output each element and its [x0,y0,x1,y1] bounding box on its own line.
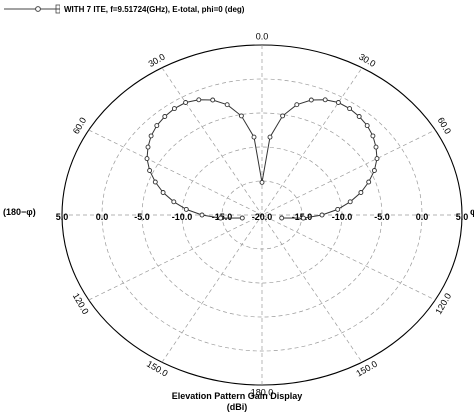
data-point [308,97,314,103]
data-point [210,97,216,103]
radial-tick-label: 5.0 [456,212,469,222]
data-point [335,206,341,212]
radial-tick-label: -10.0 [332,212,353,222]
data-point [279,215,285,221]
data-point [366,179,372,185]
chart-title: Elevation Pattern Gain Display (dBi) [0,391,474,413]
left-side-label: (180−φ) [3,207,36,217]
legend-line-marker-icon [4,4,60,14]
data-point [239,215,245,221]
radial-tick-label: -5.0 [374,212,390,222]
data-point [356,114,362,119]
data-point [347,199,353,205]
radial-tick-label: 0.0 [416,212,429,222]
angle-label: 150.0 [354,359,379,379]
data-point [267,134,273,140]
data-point [162,114,168,119]
data-point [199,212,205,218]
data-point [358,190,364,195]
legend: WITH 7 ITE, f=9.51724(GHz), E-total, phi… [4,2,244,16]
angle-label: 150.0 [145,359,170,379]
data-point [218,215,224,221]
radial-tick-label: 0.0 [96,212,109,222]
data-point [196,97,202,103]
chart-title-line2: (dBi) [226,402,248,412]
angle-label: 60.0 [436,116,453,136]
grid-spoke-150 [161,67,363,363]
angle-label: 180.0 [251,387,274,397]
data-point [370,133,376,139]
series-group [144,97,380,221]
data-point [183,206,189,212]
data-point [224,102,230,108]
data-point [371,168,377,173]
data-point [319,212,325,218]
grid-ring-3 [141,112,383,318]
data-point [373,144,379,150]
data-point [322,97,328,103]
angle-label: 120.0 [433,291,453,316]
data-point [259,179,265,185]
data-point [152,179,158,185]
radial-tick-label: -20.0 [252,212,273,222]
data-point [251,134,257,140]
legend-label: WITH 7 ITE, f=9.51724(GHz), E-total, phi… [64,4,245,14]
angle-label: 0.0 [256,31,269,41]
data-point [145,144,151,150]
radial-labels: 5.00.0-5.0-10.0-15.0-20.0-15.0-10.0-5.00… [56,212,469,222]
data-point [160,190,166,195]
radial-tick-label: 5.0 [56,212,69,222]
data-point [148,133,154,139]
data-point [183,100,189,105]
data-point [144,156,150,162]
data-point [374,156,380,162]
data-point [280,113,286,119]
data-point [347,106,353,112]
data-point [294,102,300,108]
angle-label: 120.0 [71,291,91,316]
data-point [335,100,341,105]
angle-label: 60.0 [71,116,88,136]
data-point [238,113,244,119]
radial-tick-label: -5.0 [134,212,150,222]
data-point [147,168,153,173]
right-side-label: φ [470,207,474,218]
chart-title-line1: Elevation Pattern Gain Display [171,391,303,401]
data-point [171,199,177,205]
data-point [364,123,370,129]
data-point [154,123,160,129]
radial-tick-label: -10.0 [172,212,193,222]
data-point [171,106,177,112]
data-point [300,215,306,221]
